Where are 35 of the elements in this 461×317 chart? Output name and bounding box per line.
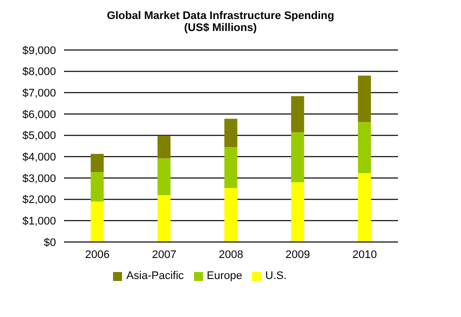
y-tick-label: $0 <box>44 236 56 249</box>
legend-label: Europe <box>206 270 242 282</box>
chart-subtitle: (US$ Millions) <box>183 22 258 34</box>
y-tick-label: $1,000 <box>22 216 56 228</box>
bar <box>291 182 304 242</box>
x-tick-label: 2008 <box>218 248 244 261</box>
bar <box>358 122 371 174</box>
bar <box>358 76 371 122</box>
x-tick-label: 2010 <box>352 248 377 261</box>
y-tick-label: $7,000 <box>22 88 56 100</box>
bar <box>291 132 304 182</box>
bar <box>224 147 238 188</box>
y-tick-label: $3,000 <box>22 172 56 185</box>
bar <box>158 158 171 196</box>
legend-label: Asia-Pacific <box>126 270 184 282</box>
bar <box>158 195 171 242</box>
bar <box>224 118 238 148</box>
y-tick-label: $2,000 <box>22 194 56 206</box>
x-tick-label: 2009 <box>286 248 310 261</box>
y-tick-label: $5,000 <box>22 130 56 142</box>
bar <box>90 154 104 172</box>
y-tick-label: $4,000 <box>22 152 56 164</box>
y-tick-label: $9,000 <box>22 44 56 57</box>
x-tick-label: 2006 <box>85 248 110 261</box>
bar <box>358 173 371 242</box>
x-tick-label: 2007 <box>152 248 176 261</box>
y-tick-label: $8,000 <box>22 66 56 78</box>
bar <box>291 96 304 132</box>
bar <box>224 188 238 242</box>
chart-title: Global Market Data Infrastructure Spending <box>106 10 336 22</box>
bar <box>90 172 104 202</box>
legend-label: U.S. <box>265 270 287 282</box>
y-tick-label: $6,000 <box>22 108 56 121</box>
bar <box>90 201 104 242</box>
bar <box>158 136 171 158</box>
